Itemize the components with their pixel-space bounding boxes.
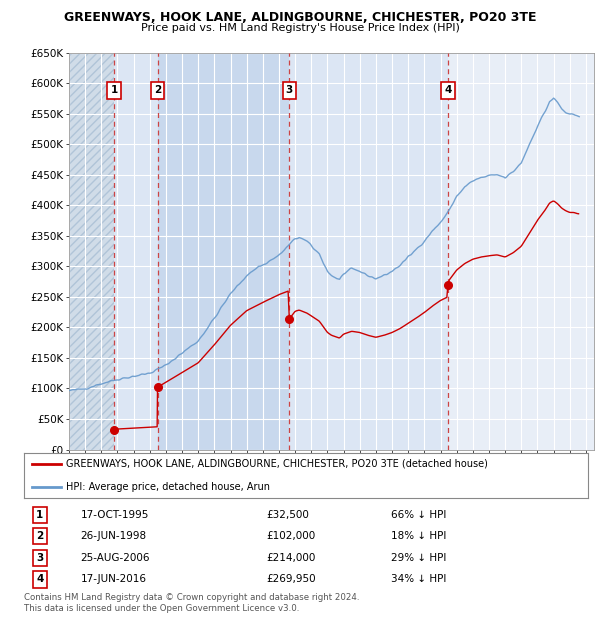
Text: 29% ↓ HPI: 29% ↓ HPI <box>391 553 446 563</box>
Text: 25-AUG-2006: 25-AUG-2006 <box>80 553 150 563</box>
Text: 3: 3 <box>286 86 293 95</box>
Text: 2: 2 <box>36 531 43 541</box>
Text: Price paid vs. HM Land Registry's House Price Index (HPI): Price paid vs. HM Land Registry's House … <box>140 23 460 33</box>
Bar <box>289 53 448 450</box>
Text: £269,950: £269,950 <box>266 575 316 585</box>
Text: Contains HM Land Registry data © Crown copyright and database right 2024.
This d: Contains HM Land Registry data © Crown c… <box>24 593 359 613</box>
Bar <box>114 53 158 450</box>
Text: HPI: Average price, detached house, Arun: HPI: Average price, detached house, Arun <box>66 482 271 492</box>
Text: 17-JUN-2016: 17-JUN-2016 <box>80 575 146 585</box>
Text: 4: 4 <box>36 575 43 585</box>
Text: £102,000: £102,000 <box>266 531 316 541</box>
Text: 17-OCT-1995: 17-OCT-1995 <box>80 510 149 520</box>
Text: £214,000: £214,000 <box>266 553 316 563</box>
Text: £32,500: £32,500 <box>266 510 310 520</box>
Bar <box>158 53 289 450</box>
Text: 66% ↓ HPI: 66% ↓ HPI <box>391 510 446 520</box>
Text: 3: 3 <box>36 553 43 563</box>
Text: 18% ↓ HPI: 18% ↓ HPI <box>391 531 446 541</box>
Text: 2: 2 <box>154 86 161 95</box>
Text: 1: 1 <box>110 86 118 95</box>
Text: 1: 1 <box>36 510 43 520</box>
Text: GREENWAYS, HOOK LANE, ALDINGBOURNE, CHICHESTER, PO20 3TE (detached house): GREENWAYS, HOOK LANE, ALDINGBOURNE, CHIC… <box>66 459 488 469</box>
Bar <box>69 53 114 450</box>
Text: 4: 4 <box>444 86 452 95</box>
Text: 34% ↓ HPI: 34% ↓ HPI <box>391 575 446 585</box>
Text: GREENWAYS, HOOK LANE, ALDINGBOURNE, CHICHESTER, PO20 3TE: GREENWAYS, HOOK LANE, ALDINGBOURNE, CHIC… <box>64 11 536 24</box>
Text: 26-JUN-1998: 26-JUN-1998 <box>80 531 146 541</box>
